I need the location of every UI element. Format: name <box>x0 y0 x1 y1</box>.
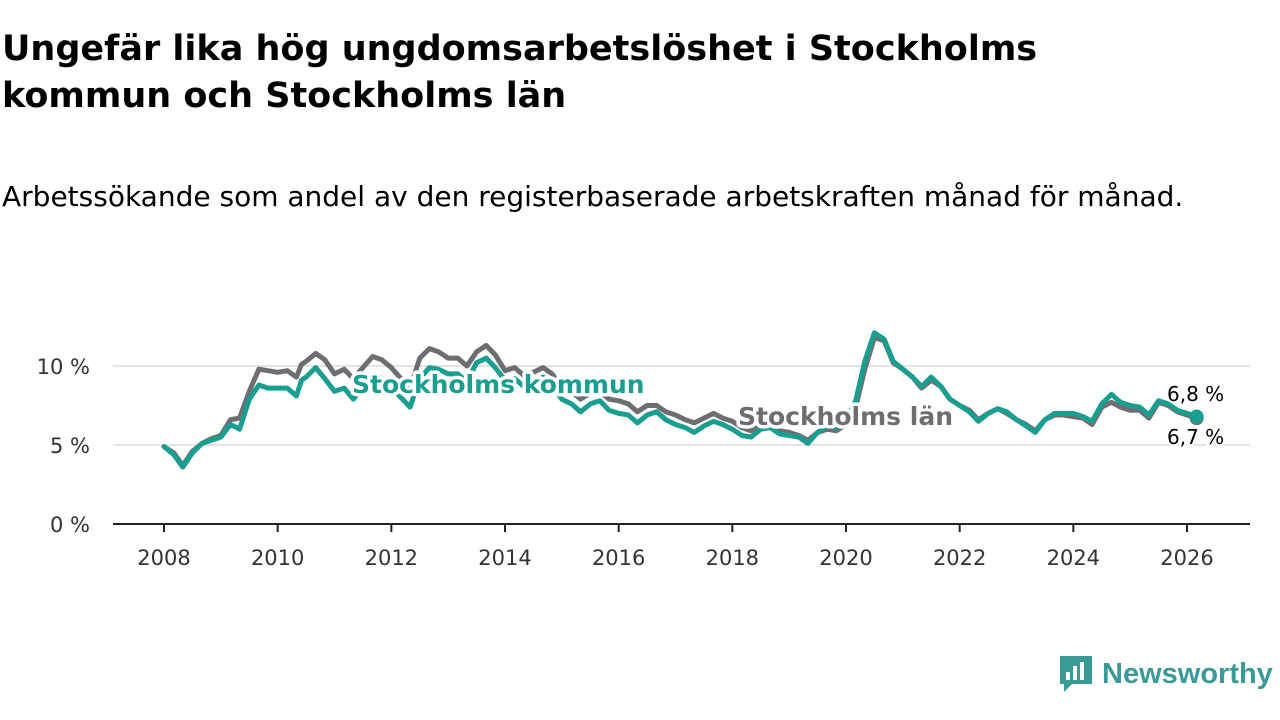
gridlines <box>113 365 1250 446</box>
chart-subtitle: Arbetssökande som andel av den registerb… <box>2 180 1184 213</box>
x-tick-label: 2016 <box>592 546 645 570</box>
x-tick-label: 2024 <box>1047 546 1100 570</box>
brand-logo: Newsworthy <box>1058 653 1273 695</box>
series-label-stockholms-lan: Stockholms län <box>738 402 953 431</box>
x-tick-label: 2012 <box>365 546 418 570</box>
x-tick-label: 2026 <box>1160 546 1213 570</box>
y-tick-label: 10 % <box>37 355 90 379</box>
y-tick-label: 0 % <box>50 513 90 537</box>
series-line-stockholms-lan <box>161 335 1200 468</box>
series-labels: Stockholms län Stockholms kommun 6,8 % 6,7 … <box>349 367 1227 452</box>
x-axis: 2008 2010 2012 2014 2016 2018 2020 2022 2024 2026 <box>113 523 1250 570</box>
end-label-stockholms-kommun: 6,8 % <box>1167 382 1224 406</box>
newsworthy-logo-icon <box>1060 656 1092 692</box>
y-axis: 0 % 5 % 10 % <box>37 355 90 537</box>
series-label-stockholms-kommun: Stockholms kommun <box>352 370 645 399</box>
y-tick-label: 5 % <box>50 434 90 458</box>
x-tick-label: 2014 <box>478 546 531 570</box>
x-tick-label: 2020 <box>819 546 872 570</box>
series-lines <box>161 330 1204 470</box>
x-tick-label: 2022 <box>933 546 986 570</box>
x-tick-label: 2010 <box>251 546 304 570</box>
end-point <box>1189 409 1204 424</box>
brand-name: Newsworthy <box>1102 657 1273 690</box>
chart-title: Ungefär lika hög ungdomsarbetslöshet i S… <box>2 29 1038 116</box>
series-line-stockholms-kommun <box>161 330 1200 470</box>
end-label-stockholms-lan: 6,7 % <box>1167 425 1224 449</box>
x-tick-label: 2018 <box>706 546 759 570</box>
x-tick-label: 2008 <box>137 546 190 570</box>
